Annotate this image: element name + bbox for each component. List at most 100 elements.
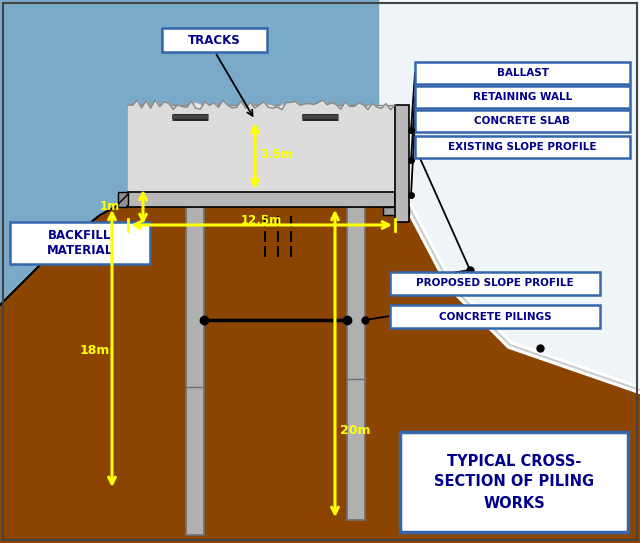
Circle shape bbox=[179, 141, 189, 152]
Circle shape bbox=[371, 173, 389, 191]
Circle shape bbox=[204, 173, 216, 184]
Text: 3.5m: 3.5m bbox=[260, 148, 293, 161]
Circle shape bbox=[152, 113, 163, 125]
Circle shape bbox=[207, 149, 219, 162]
Circle shape bbox=[140, 143, 156, 160]
Polygon shape bbox=[380, 0, 640, 390]
Circle shape bbox=[221, 117, 240, 136]
Circle shape bbox=[198, 138, 211, 151]
Circle shape bbox=[195, 114, 213, 133]
Circle shape bbox=[234, 106, 245, 117]
Text: PROPOSED SLOPE PROFILE: PROPOSED SLOPE PROFILE bbox=[416, 279, 574, 288]
Circle shape bbox=[312, 168, 323, 180]
Circle shape bbox=[220, 110, 232, 122]
Circle shape bbox=[324, 169, 341, 186]
Circle shape bbox=[259, 152, 271, 165]
Circle shape bbox=[358, 113, 374, 129]
Circle shape bbox=[301, 164, 317, 180]
Circle shape bbox=[134, 125, 147, 138]
Text: CONCRETE SLAB: CONCRETE SLAB bbox=[474, 116, 570, 126]
Text: 20m: 20m bbox=[340, 424, 371, 437]
Circle shape bbox=[299, 110, 312, 123]
Bar bbox=[186, 207, 204, 535]
Circle shape bbox=[252, 153, 271, 171]
Circle shape bbox=[156, 118, 173, 136]
Bar bbox=[390, 272, 600, 295]
Circle shape bbox=[333, 135, 349, 151]
Bar bbox=[347, 207, 365, 520]
Circle shape bbox=[255, 110, 268, 123]
Circle shape bbox=[246, 139, 257, 150]
Circle shape bbox=[260, 105, 279, 124]
Circle shape bbox=[339, 112, 352, 126]
Circle shape bbox=[260, 161, 280, 181]
Text: TRACKS: TRACKS bbox=[188, 34, 241, 47]
Circle shape bbox=[364, 105, 380, 121]
Circle shape bbox=[330, 143, 344, 157]
Circle shape bbox=[205, 160, 221, 175]
Bar bbox=[395, 105, 409, 222]
Circle shape bbox=[375, 175, 389, 190]
Circle shape bbox=[173, 160, 187, 174]
Circle shape bbox=[170, 108, 182, 120]
Text: 1m: 1m bbox=[100, 200, 120, 213]
Circle shape bbox=[246, 129, 265, 148]
Circle shape bbox=[233, 117, 248, 132]
Bar bbox=[400, 432, 628, 532]
Circle shape bbox=[257, 167, 269, 180]
Circle shape bbox=[236, 115, 250, 128]
Circle shape bbox=[296, 164, 311, 179]
Circle shape bbox=[340, 133, 360, 152]
Circle shape bbox=[332, 159, 343, 171]
Circle shape bbox=[155, 106, 172, 124]
Circle shape bbox=[368, 110, 383, 125]
Circle shape bbox=[190, 164, 202, 175]
Circle shape bbox=[295, 109, 308, 123]
Circle shape bbox=[382, 108, 396, 122]
Circle shape bbox=[362, 136, 379, 154]
Circle shape bbox=[339, 110, 355, 127]
Text: 12.5m: 12.5m bbox=[241, 213, 282, 226]
Circle shape bbox=[311, 164, 328, 181]
Text: BACKFILL
MATERIAL: BACKFILL MATERIAL bbox=[47, 229, 113, 257]
Circle shape bbox=[318, 154, 333, 168]
Bar bbox=[415, 86, 630, 108]
Circle shape bbox=[225, 110, 237, 122]
Circle shape bbox=[262, 126, 279, 143]
Text: CONCRETE PILINGS: CONCRETE PILINGS bbox=[438, 312, 551, 321]
Circle shape bbox=[322, 127, 338, 142]
Text: RETAINING WALL: RETAINING WALL bbox=[473, 92, 572, 102]
Circle shape bbox=[271, 130, 282, 141]
Circle shape bbox=[310, 155, 321, 166]
Circle shape bbox=[186, 148, 197, 160]
Circle shape bbox=[339, 148, 351, 161]
Circle shape bbox=[251, 115, 264, 128]
Bar bbox=[128, 192, 395, 207]
Polygon shape bbox=[0, 200, 640, 543]
Circle shape bbox=[372, 157, 383, 167]
Text: BALLAST: BALLAST bbox=[497, 68, 548, 78]
Bar bbox=[383, 207, 409, 215]
Circle shape bbox=[340, 176, 351, 187]
Circle shape bbox=[328, 170, 339, 180]
Circle shape bbox=[335, 109, 345, 119]
Text: EXISTING SLOPE PROFILE: EXISTING SLOPE PROFILE bbox=[448, 142, 596, 152]
Circle shape bbox=[375, 136, 387, 147]
Circle shape bbox=[179, 141, 193, 155]
Circle shape bbox=[276, 109, 296, 128]
Circle shape bbox=[168, 119, 182, 132]
Bar bbox=[415, 110, 630, 132]
Text: TYPICAL CROSS-
SECTION OF PILING
WORKS: TYPICAL CROSS- SECTION OF PILING WORKS bbox=[434, 453, 594, 510]
Circle shape bbox=[334, 150, 351, 168]
Circle shape bbox=[291, 147, 308, 165]
Bar bbox=[415, 136, 630, 158]
Circle shape bbox=[308, 132, 327, 151]
Circle shape bbox=[187, 155, 198, 166]
Circle shape bbox=[159, 174, 170, 185]
Circle shape bbox=[294, 131, 309, 146]
Circle shape bbox=[245, 173, 256, 184]
Circle shape bbox=[347, 168, 364, 185]
Circle shape bbox=[333, 176, 343, 187]
Circle shape bbox=[358, 120, 373, 134]
Circle shape bbox=[152, 126, 166, 141]
